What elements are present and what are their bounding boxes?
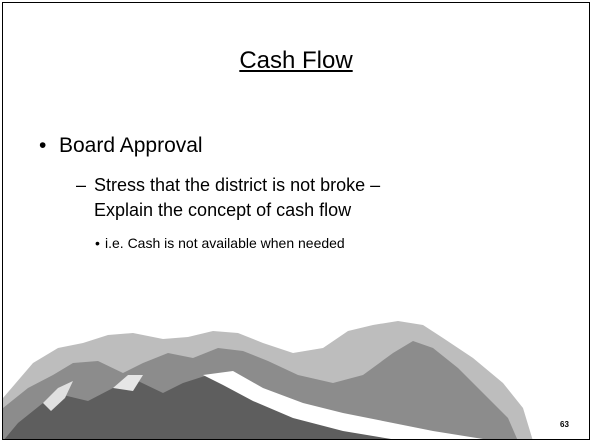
page-number: 63 xyxy=(560,420,569,429)
range-front xyxy=(4,375,410,439)
mountains xyxy=(3,321,533,439)
slide: Cash Flow • Board Approval – Stress that… xyxy=(2,2,590,440)
snow xyxy=(203,371,483,439)
sub-bullet: – Stress that the district is not broke … xyxy=(76,173,406,223)
snow-left xyxy=(43,381,73,411)
sub-sub-bullet: • i.e. Cash is not available when needed xyxy=(95,235,345,251)
dash-marker: – xyxy=(76,175,87,195)
bullet-text: Board Approval xyxy=(59,134,203,157)
slide-title: Cash Flow xyxy=(239,47,353,74)
bullet-marker: • xyxy=(95,235,100,251)
snow-mid xyxy=(113,375,143,391)
bullet: • Board Approval xyxy=(39,134,203,158)
bullet-marker: • xyxy=(39,134,47,157)
sub-bullet-text: Stress that the district is not broke – … xyxy=(94,175,381,220)
sub-sub-bullet-text: i.e. Cash is not available when needed xyxy=(105,235,345,251)
